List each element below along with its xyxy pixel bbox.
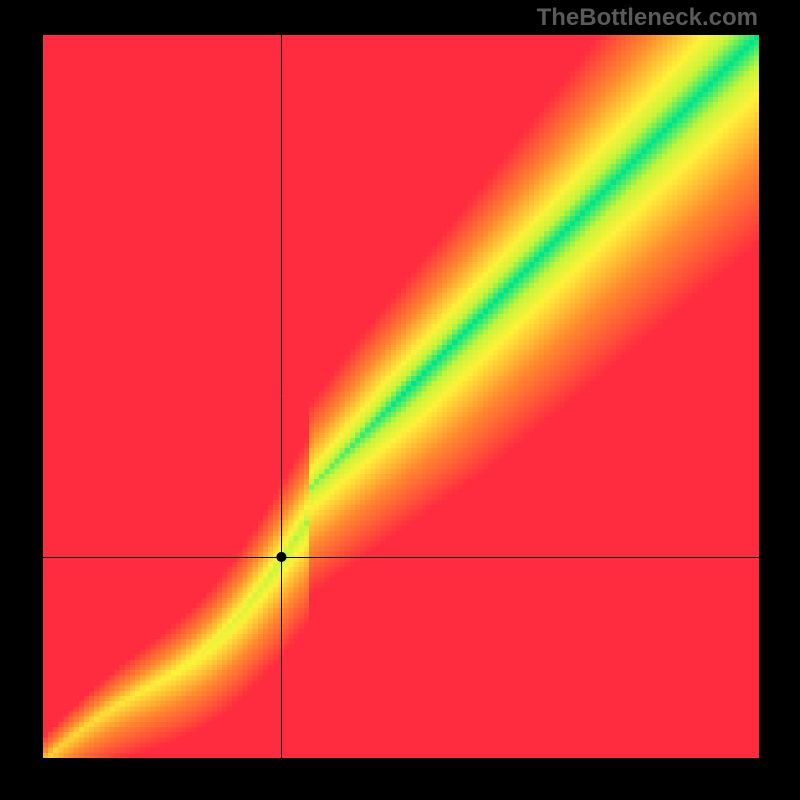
heatmap-plot-area: [43, 35, 759, 758]
crosshair-overlay: [43, 35, 759, 758]
chart-container: TheBottleneck.com: [0, 0, 800, 800]
watermark-text: TheBottleneck.com: [537, 4, 758, 32]
